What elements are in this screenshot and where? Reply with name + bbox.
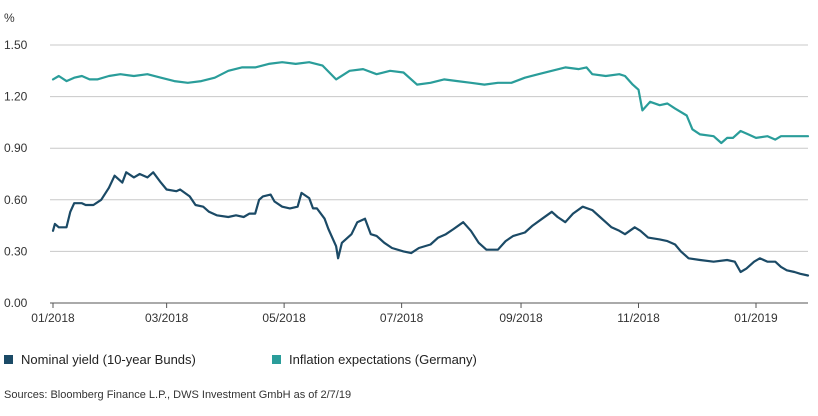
x-tick-label: 05/2018 xyxy=(262,311,306,325)
y-tick-label: 0.00 xyxy=(4,296,28,310)
grid-lines xyxy=(50,44,808,252)
x-axis: 01/2018 03/2018 05/2018 07/2018 09/2018 11/20… xyxy=(31,302,808,325)
x-tick-label: 01/2019 xyxy=(734,311,778,325)
legend-item-nominal-yield: Nominal yield (10-year Bunds) xyxy=(4,352,196,367)
y-tick-label: 1.20 xyxy=(4,90,28,104)
legend-label-nominal-yield: Nominal yield (10-year Bunds) xyxy=(21,352,196,367)
series-line-inflation-expectations xyxy=(51,61,810,145)
series-lines xyxy=(51,61,810,277)
legend-label-inflation-expectations: Inflation expectations (Germany) xyxy=(289,352,477,367)
source-note: Sources: Bloomberg Finance L.P., DWS Inv… xyxy=(4,389,352,401)
x-tick-label: 11/2018 xyxy=(617,311,660,325)
y-tick-label: 0.30 xyxy=(4,244,28,258)
legend-item-inflation-expectations: Inflation expectations (Germany) xyxy=(272,352,477,367)
x-tick-label: 09/2018 xyxy=(499,311,543,325)
legend-swatch-nominal-yield xyxy=(4,355,13,364)
y-tick-label: 0.60 xyxy=(4,193,28,207)
y-tick-label: 1.50 xyxy=(4,38,28,52)
series-line-nominal-yield xyxy=(51,171,810,277)
x-tick-label: 03/2018 xyxy=(145,311,189,325)
legend-swatch-inflation-expectations xyxy=(272,355,281,364)
line-chart: 0.000.300.600.901.201.50 01/2018 03/2018 0… xyxy=(4,11,810,325)
x-tick-label: 01/2018 xyxy=(31,311,75,325)
y-tick-label: 0.90 xyxy=(4,141,28,155)
x-tick-label: 07/2018 xyxy=(380,311,424,325)
y-unit-label: % xyxy=(4,11,15,25)
y-axis-ticks: 0.00 0.30 0.60 0.90 1.20 1.50 xyxy=(4,38,28,310)
